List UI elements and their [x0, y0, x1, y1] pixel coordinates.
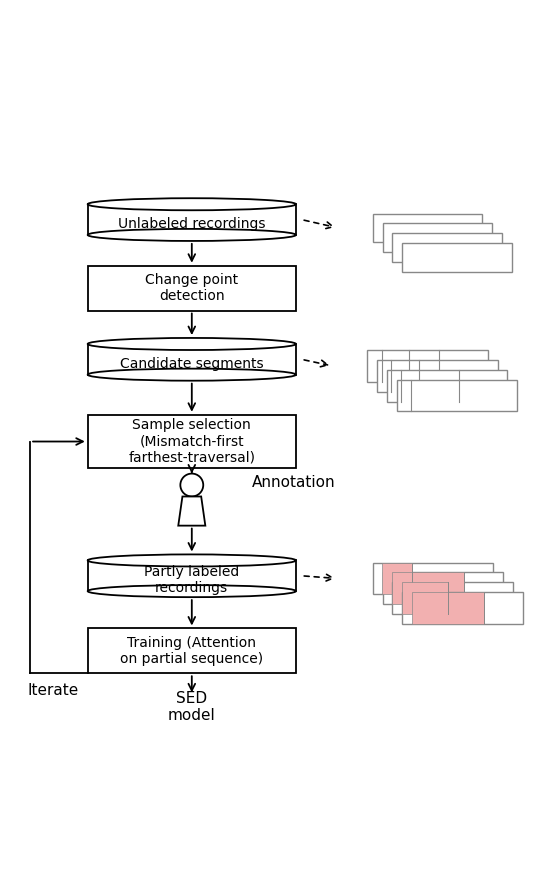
Polygon shape — [88, 344, 296, 375]
FancyBboxPatch shape — [88, 628, 296, 673]
FancyBboxPatch shape — [392, 233, 502, 262]
FancyBboxPatch shape — [402, 592, 523, 624]
FancyBboxPatch shape — [387, 370, 507, 401]
Ellipse shape — [88, 229, 296, 241]
Polygon shape — [178, 496, 206, 526]
FancyBboxPatch shape — [373, 214, 482, 242]
Text: Change point
detection: Change point detection — [145, 273, 238, 303]
FancyBboxPatch shape — [412, 592, 484, 624]
FancyBboxPatch shape — [402, 582, 448, 614]
FancyBboxPatch shape — [392, 572, 465, 604]
Polygon shape — [88, 204, 296, 235]
FancyBboxPatch shape — [88, 415, 296, 468]
Polygon shape — [88, 561, 296, 591]
Text: SED
model: SED model — [168, 691, 216, 723]
Circle shape — [180, 474, 203, 496]
FancyBboxPatch shape — [377, 360, 498, 392]
Ellipse shape — [88, 198, 296, 210]
FancyBboxPatch shape — [373, 562, 493, 595]
FancyBboxPatch shape — [397, 380, 517, 411]
Text: Training (Attention
on partial sequence): Training (Attention on partial sequence) — [120, 636, 264, 666]
FancyBboxPatch shape — [402, 243, 512, 272]
Text: Candidate segments: Candidate segments — [120, 357, 264, 371]
Text: Unlabeled recordings: Unlabeled recordings — [118, 217, 266, 231]
Text: Annotation: Annotation — [252, 475, 336, 490]
FancyBboxPatch shape — [383, 224, 492, 252]
Ellipse shape — [88, 368, 296, 381]
FancyBboxPatch shape — [392, 582, 513, 614]
FancyBboxPatch shape — [383, 572, 503, 604]
FancyBboxPatch shape — [383, 562, 413, 595]
Text: Iterate: Iterate — [27, 683, 79, 698]
FancyBboxPatch shape — [367, 350, 488, 382]
Ellipse shape — [88, 585, 296, 597]
Ellipse shape — [88, 338, 296, 350]
Ellipse shape — [88, 554, 296, 567]
Text: Sample selection
(Mismatch-first
farthest-traversal): Sample selection (Mismatch-first farthes… — [128, 418, 255, 465]
FancyBboxPatch shape — [88, 266, 296, 310]
Text: Partly labeled
recordings: Partly labeled recordings — [144, 565, 239, 595]
